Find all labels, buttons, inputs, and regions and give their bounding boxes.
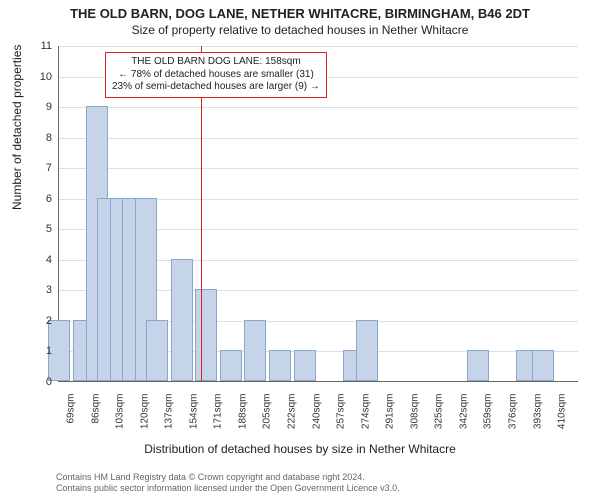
plot-region: THE OLD BARN DOG LANE: 158sqm← 78% of de… (58, 46, 578, 382)
y-tick-label: 11 (32, 40, 52, 52)
histogram-bar (269, 350, 291, 381)
histogram-bar (195, 289, 217, 381)
x-tick-label: 291sqm (385, 394, 396, 444)
histogram-bar (171, 259, 193, 381)
histogram-bar (146, 320, 168, 381)
y-axis-label: Number of detached properties (10, 45, 24, 210)
page-title: THE OLD BARN, DOG LANE, NETHER WHITACRE,… (0, 0, 600, 21)
x-tick-label: 154sqm (188, 394, 199, 444)
histogram-bar (532, 350, 554, 381)
histogram-bar (356, 320, 378, 381)
y-tick-label: 8 (32, 132, 52, 144)
annotation-line-1: THE OLD BARN DOG LANE: 158sqm (112, 56, 320, 69)
annotation-line-3: 23% of semi-detached houses are larger (… (112, 81, 320, 94)
gridline (59, 138, 578, 139)
x-tick-label: 342sqm (458, 394, 469, 444)
histogram-bar (220, 350, 242, 381)
histogram-bar (467, 350, 489, 381)
x-tick-label: 240sqm (311, 394, 322, 444)
x-tick-label: 393sqm (532, 394, 543, 444)
gridline (59, 107, 578, 108)
x-tick-label: 171sqm (213, 394, 224, 444)
y-tick-label: 10 (32, 71, 52, 83)
x-tick-label: 325sqm (434, 394, 445, 444)
x-tick-label: 359sqm (483, 394, 494, 444)
footer-line-2: Contains public sector information licen… (56, 483, 400, 494)
footer-attribution: Contains HM Land Registry data © Crown c… (56, 472, 400, 495)
histogram-bar (294, 350, 316, 381)
gridline (59, 46, 578, 47)
x-tick-label: 86sqm (90, 394, 101, 444)
x-tick-label: 274sqm (360, 394, 371, 444)
x-tick-label: 205sqm (262, 394, 273, 444)
histogram-bar (244, 320, 266, 381)
x-tick-label: 410sqm (557, 394, 568, 444)
x-tick-label: 69sqm (66, 394, 77, 444)
x-tick-label: 188sqm (237, 394, 248, 444)
annotation-line-2: ← 78% of detached houses are smaller (31… (112, 69, 320, 82)
y-tick-label: 1 (32, 345, 52, 357)
y-tick-label: 5 (32, 223, 52, 235)
x-tick-label: 376sqm (508, 394, 519, 444)
y-tick-label: 7 (32, 162, 52, 174)
x-tick-label: 137sqm (164, 394, 175, 444)
page-subtitle: Size of property relative to detached ho… (0, 21, 600, 37)
y-tick-label: 2 (32, 315, 52, 327)
x-tick-label: 103sqm (115, 394, 126, 444)
y-tick-label: 0 (32, 376, 52, 388)
x-tick-label: 120sqm (139, 394, 150, 444)
y-tick-label: 4 (32, 254, 52, 266)
footer-line-1: Contains HM Land Registry data © Crown c… (56, 472, 400, 483)
x-axis-label: Distribution of detached houses by size … (0, 442, 600, 456)
annotation-box: THE OLD BARN DOG LANE: 158sqm← 78% of de… (105, 52, 327, 98)
x-tick-label: 308sqm (409, 394, 420, 444)
y-tick-label: 3 (32, 284, 52, 296)
x-tick-label: 222sqm (287, 394, 298, 444)
y-tick-label: 6 (32, 193, 52, 205)
x-tick-label: 257sqm (336, 394, 347, 444)
chart-area: THE OLD BARN DOG LANE: 158sqm← 78% of de… (58, 46, 578, 382)
gridline (59, 168, 578, 169)
y-tick-label: 9 (32, 101, 52, 113)
